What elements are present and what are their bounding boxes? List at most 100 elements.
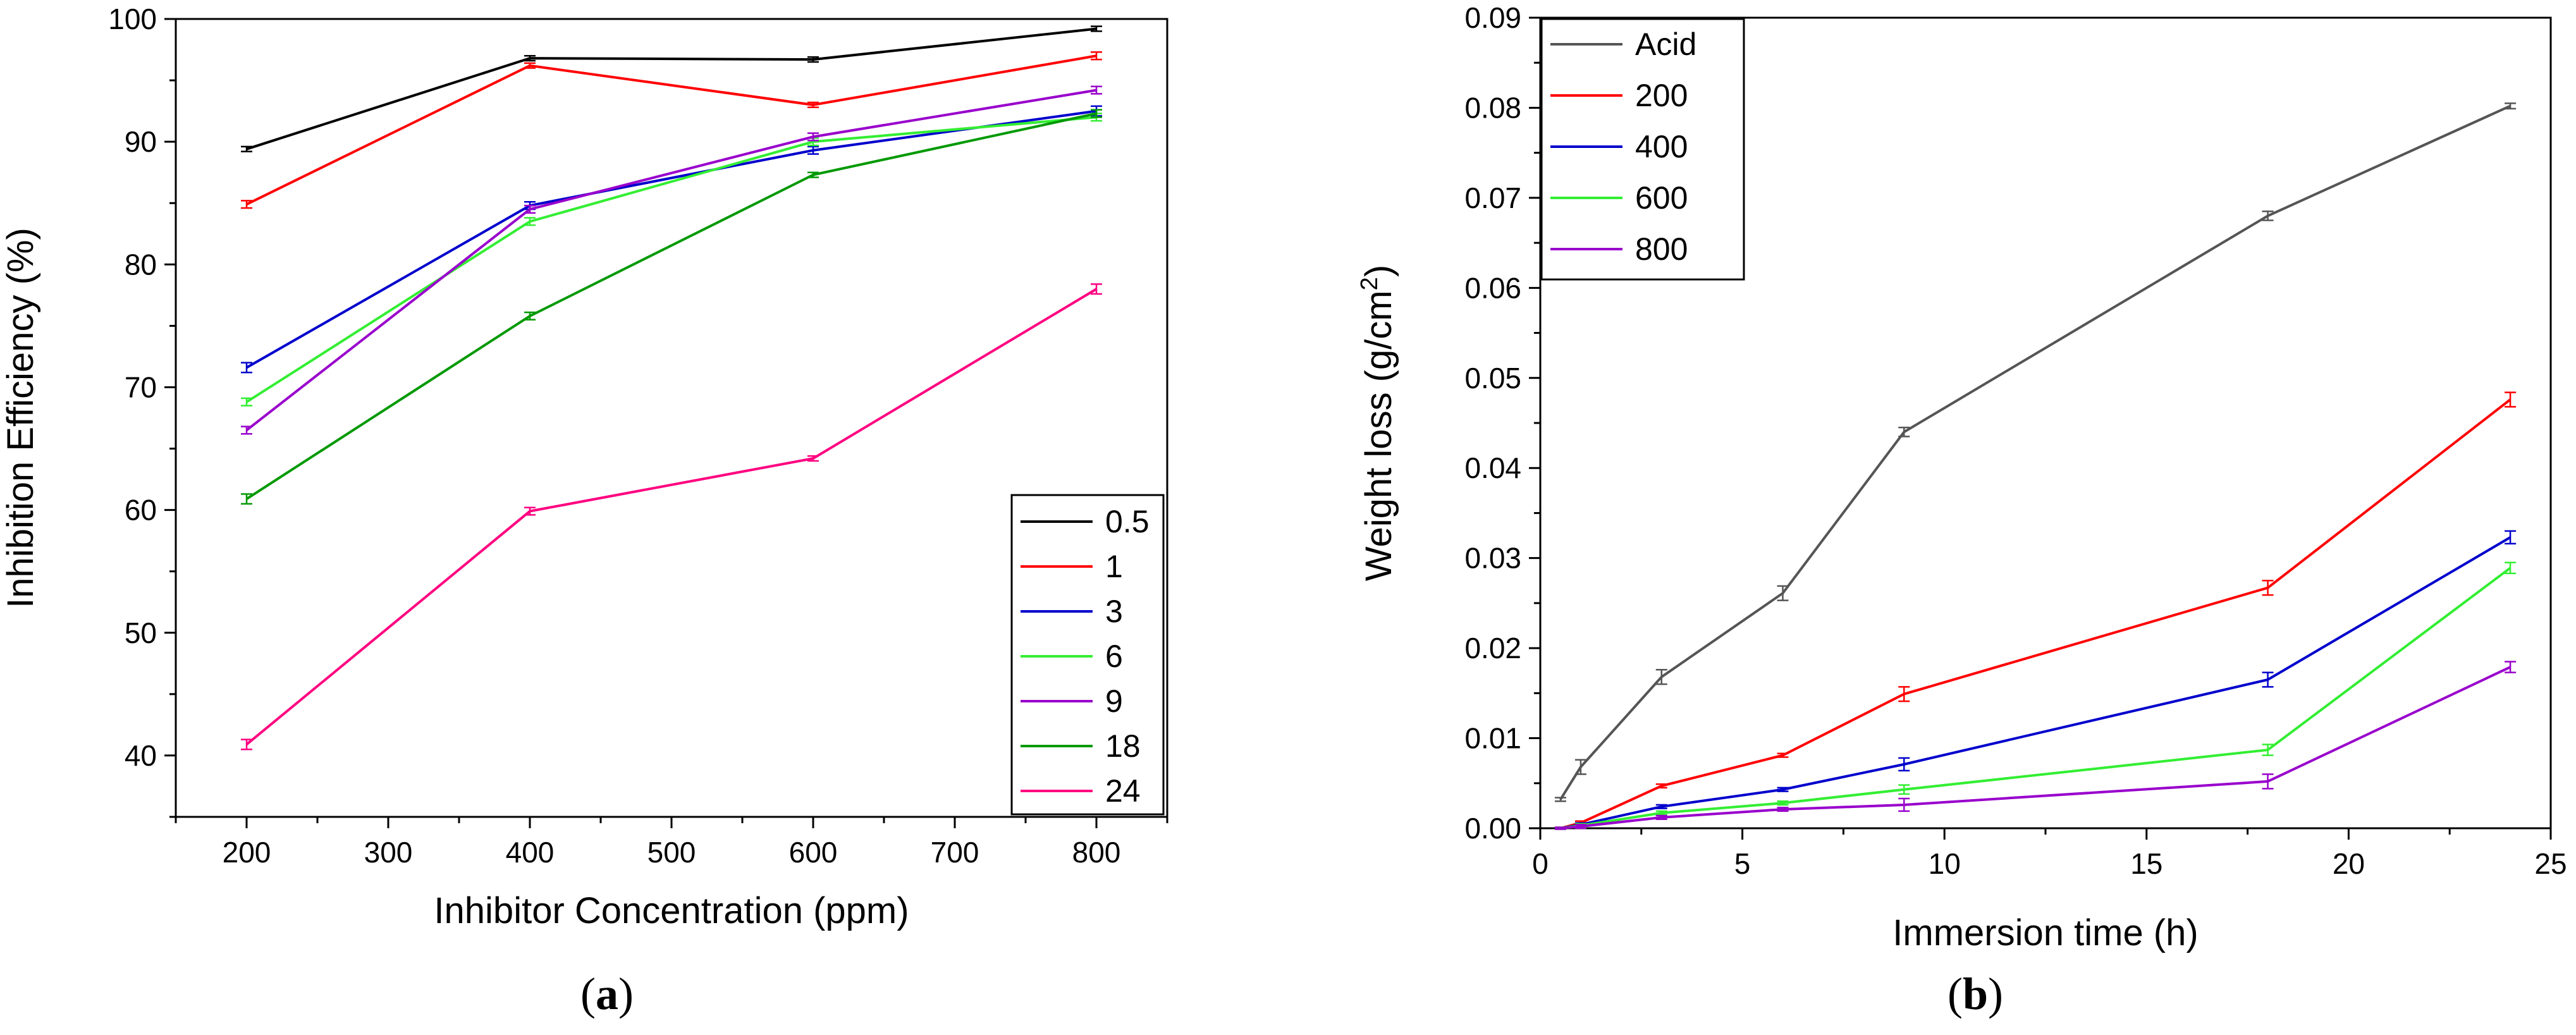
y-tick-label: 0.09 <box>1464 1 1521 34</box>
x-tick-label: 25 <box>2534 847 2567 880</box>
data-point-3 <box>807 145 819 155</box>
legend-label-18: 18 <box>1105 728 1141 764</box>
y-tick-label: 40 <box>125 739 157 772</box>
y-tick-label: 60 <box>125 494 157 527</box>
y-tick-label: 0.05 <box>1464 362 1521 395</box>
data-point-18 <box>1091 109 1102 118</box>
data-point-Acid <box>1777 585 1789 601</box>
series-line-6 <box>245 116 1097 403</box>
y-tick-label: 0.02 <box>1464 632 1521 664</box>
x-tick-label: 700 <box>931 836 979 869</box>
data-point-0.5 <box>524 54 536 62</box>
legend-label-24: 24 <box>1105 773 1141 809</box>
series-line-3 <box>246 109 1097 369</box>
legend-label-3: 3 <box>1105 594 1123 629</box>
caption-close-paren: ) <box>618 969 634 1019</box>
data-point-Acid <box>2262 211 2274 221</box>
data-point-9 <box>241 426 252 435</box>
data-point-24 <box>241 738 252 750</box>
data-point-400 <box>2505 530 2517 545</box>
series-line-24 <box>245 288 1098 745</box>
x-tick-label: 0 <box>1532 847 1549 880</box>
data-point-800 <box>1574 824 1586 830</box>
data-point-Acid <box>1554 797 1566 802</box>
y-tick-label: 0.08 <box>1464 91 1521 124</box>
caption-letter: b <box>1963 969 1988 1019</box>
data-point-6 <box>524 217 536 226</box>
y-axis-title-main: Weight loss (g/cm <box>1358 290 1399 581</box>
series-line-1 <box>246 54 1097 205</box>
series-line-400 <box>1560 536 2512 830</box>
x-tick-label: 15 <box>2130 847 2162 880</box>
x-tick-label: 400 <box>506 836 555 869</box>
data-point-600 <box>1655 810 1667 816</box>
data-point-600 <box>2505 561 2517 575</box>
data-point-1 <box>1091 51 1102 61</box>
y-tick-label: 0.07 <box>1464 181 1521 214</box>
data-point-800 <box>2262 773 2274 790</box>
legend-label-Acid: Acid <box>1635 27 1696 62</box>
series-line-0.5 <box>246 27 1097 150</box>
data-point-200 <box>1777 752 1789 758</box>
legend-label-400: 400 <box>1635 129 1688 164</box>
y-tick-label: 0.06 <box>1464 271 1521 304</box>
panel-caption: (b) <box>1947 969 2003 1019</box>
data-point-400 <box>1898 757 1910 772</box>
series-line-800 <box>1560 666 2511 830</box>
legend-label-0.5: 0.5 <box>1105 504 1150 539</box>
x-tick-label: 600 <box>789 836 838 869</box>
panel-b-chart: 0 5 10 15 20 25 0.00 0.01 0.02 0.03 0.04 0.05 0.06 0.… <box>1356 1 2567 1019</box>
data-point-18 <box>241 493 252 505</box>
data-point-800 <box>1777 806 1789 812</box>
legend-box <box>1540 18 1745 281</box>
data-point-1 <box>241 200 252 209</box>
data-point-3 <box>241 362 252 374</box>
data-point-800 <box>1898 797 1910 812</box>
data-point-Acid <box>2505 102 2517 110</box>
data-point-0.5 <box>241 145 252 152</box>
caption-close-paren: ) <box>1988 969 2003 1019</box>
panel-a-chart: 200 300 400 500 600 700 800 40 50 60 70 80 90 100 Inhi… <box>0 3 1168 1019</box>
series-line-18 <box>245 112 1097 500</box>
y-tick-label: 0.00 <box>1464 812 1521 845</box>
data-point-400 <box>1777 787 1789 792</box>
x-tick-label: 200 <box>223 836 271 869</box>
y-tick-label: 0.04 <box>1464 451 1521 484</box>
x-tick-label: 300 <box>364 836 413 869</box>
y-axis-title-end: ) <box>1358 265 1399 277</box>
y-axis-title: Weight loss (g/cm2) <box>1356 265 1399 581</box>
data-point-6 <box>241 397 252 407</box>
data-point-600 <box>2262 744 2274 756</box>
data-point-0.5 <box>1091 25 1102 32</box>
caption-letter: a <box>596 969 618 1019</box>
data-point-1 <box>524 62 536 69</box>
y-tick-label: 0.01 <box>1464 722 1521 755</box>
y-tick-label: 0.03 <box>1464 542 1521 575</box>
data-point-24 <box>524 506 536 516</box>
data-point-9 <box>807 132 819 142</box>
y-tick-label: 100 <box>108 3 157 35</box>
data-point-Acid <box>1655 669 1667 685</box>
legend: 0.5 1 3 6 9 18 24 <box>1010 494 1165 816</box>
data-point-9 <box>1091 85 1102 95</box>
y-tick-label: 50 <box>125 616 157 649</box>
data-point-400 <box>2262 671 2274 688</box>
y-tick-label: 80 <box>125 248 157 281</box>
data-point-800 <box>1554 826 1566 830</box>
data-point-600 <box>1898 784 1910 795</box>
x-axis-title: Immersion time (h) <box>1892 912 2198 953</box>
legend-label-9: 9 <box>1105 683 1123 719</box>
y-tick-label: 90 <box>125 125 157 158</box>
x-tick-label: 5 <box>1734 847 1751 880</box>
data-point-800 <box>2505 661 2517 673</box>
data-point-400 <box>1655 804 1667 809</box>
data-point-200 <box>1655 783 1667 789</box>
x-tick-label: 20 <box>2333 847 2365 880</box>
data-point-800 <box>1655 814 1667 821</box>
data-point-0.5 <box>807 56 819 63</box>
data-point-24 <box>1091 283 1102 295</box>
caption-open-paren: ( <box>1947 969 1963 1019</box>
x-tick-label: 800 <box>1072 836 1121 869</box>
series-line-9 <box>245 89 1097 431</box>
